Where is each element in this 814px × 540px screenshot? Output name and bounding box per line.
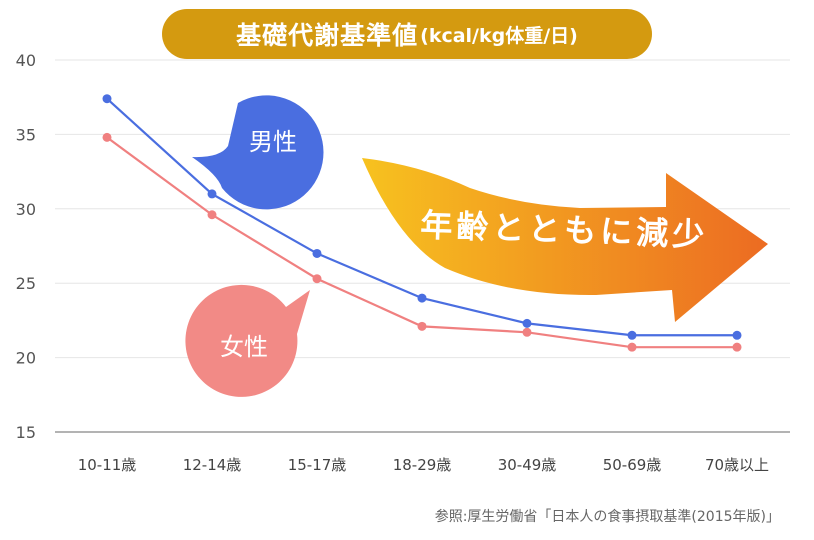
male-bubble-label: 男性 — [249, 128, 297, 156]
x-tick-label: 30-49歳 — [498, 456, 557, 474]
y-tick-label: 15 — [16, 423, 36, 442]
data-point-female — [732, 342, 742, 352]
decrease-arrow: 年齢とともに減少 — [362, 158, 768, 322]
chart-title: 基礎代謝基準値 (kcal/kg体重/日) — [162, 9, 652, 59]
x-tick-label: 12-14歳 — [183, 456, 242, 474]
gridlines — [55, 59, 790, 433]
series-female — [102, 132, 742, 352]
x-tick-label: 15-17歳 — [288, 456, 347, 474]
data-point-female — [627, 342, 637, 352]
y-tick-label: 25 — [16, 274, 36, 293]
male-bubble-shape — [192, 95, 324, 210]
data-point-female — [312, 274, 322, 284]
x-tick-label: 50-69歳 — [603, 456, 662, 474]
data-point-female — [102, 132, 112, 142]
y-tick-label: 35 — [16, 125, 36, 144]
data-point-female — [207, 210, 217, 220]
data-point-male — [732, 330, 742, 340]
female-bubble-shape — [185, 284, 310, 397]
y-tick-label: 40 — [16, 51, 36, 70]
chart-title-main: 基礎代謝基準値 — [236, 21, 419, 50]
y-tick-label: 30 — [16, 200, 36, 219]
series-layer — [102, 94, 742, 352]
data-point-male — [102, 94, 112, 104]
male-bubble: 男性 — [192, 95, 324, 210]
chart-title-unit: (kcal/kg体重/日) — [420, 24, 578, 47]
data-point-female — [417, 321, 427, 331]
data-point-female — [522, 327, 532, 337]
decrease-arrow-shape — [362, 158, 768, 322]
data-point-male — [207, 189, 217, 199]
x-tick-label: 70歳以上 — [705, 456, 769, 474]
x-tick-label: 10-11歳 — [78, 456, 137, 474]
series-male — [102, 94, 742, 340]
female-bubble-label: 女性 — [220, 333, 268, 361]
x-tick-label: 18-29歳 — [393, 456, 452, 474]
source-note: 参照:厚生労働省「日本人の食事摂取基準(2015年版)」 — [434, 509, 780, 525]
data-point-male — [312, 248, 322, 258]
y-tick-label: 20 — [16, 349, 36, 368]
x-axis-ticks: 10-11歳 12-14歳 15-17歳 18-29歳 30-49歳 50-69歳 70歳以… — [78, 456, 769, 474]
female-bubble: 女性 — [185, 284, 310, 397]
data-point-male — [522, 318, 532, 328]
data-point-male — [627, 330, 637, 340]
data-point-male — [417, 293, 427, 303]
y-axis-ticks: 15 20 25 30 35 40 — [16, 51, 36, 442]
